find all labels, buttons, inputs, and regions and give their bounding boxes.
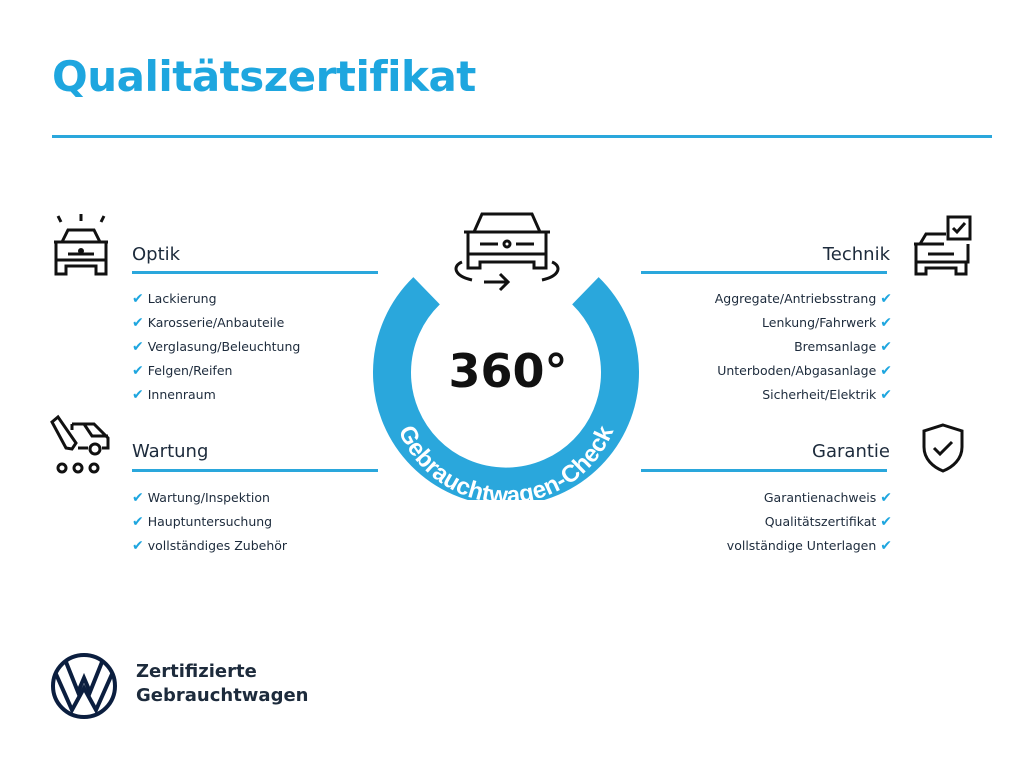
check-icon: ✔: [880, 363, 892, 379]
list-item: Bremsanlage ✔: [794, 339, 892, 355]
list-item: ✔ Innenraum: [132, 387, 216, 403]
check-icon: ✔: [132, 363, 144, 379]
section-title-technik: Technik: [822, 244, 890, 265]
technik-list: Aggregate/Antriebsstrang ✔ Lenkung/Fahrw…: [715, 287, 892, 407]
car-checklist-icon: [914, 215, 972, 276]
check-icon: ✔: [880, 315, 892, 331]
vw-logo: [51, 653, 117, 719]
check-icon: ✔: [132, 339, 144, 355]
brand-text: Zertifizierte Gebrauchtwagen: [136, 661, 309, 706]
ring-arc: [373, 277, 639, 500]
section-divider: [641, 271, 887, 274]
list-item: Lenkung/Fahrwerk ✔: [762, 315, 892, 331]
check-icon: ✔: [880, 339, 892, 355]
section-divider: [132, 271, 378, 274]
garantie-list: Garantienachweis ✔ Qualitätszertifikat ✔…: [727, 486, 892, 558]
page-title: Qualitätszertifikat: [52, 52, 476, 101]
360-check-badge: Gebrauchtwagen-Check 360°: [373, 212, 639, 500]
section-divider: [641, 469, 887, 472]
list-item: ✔ Hauptuntersuchung: [132, 514, 273, 530]
section-title-garantie: Garantie: [812, 441, 890, 462]
title-divider: [52, 135, 992, 138]
section-divider: [132, 469, 378, 472]
list-item: Qualitätszertifikat ✔: [764, 514, 892, 530]
list-item: Aggregate/Antriebsstrang ✔: [714, 291, 892, 307]
check-icon: ✔: [132, 490, 144, 506]
check-icon: ✔: [132, 514, 144, 530]
check-icon: ✔: [880, 490, 892, 506]
list-item: ✔ Karosserie/Anbauteile: [132, 315, 285, 331]
check-icon: ✔: [132, 315, 144, 331]
list-item: ✔ Wartung/Inspektion: [132, 490, 270, 506]
list-item: Sicherheit/Elektrik ✔: [762, 387, 892, 403]
check-icon: ✔: [132, 538, 144, 554]
360-label: 360°: [448, 344, 567, 398]
list-item: ✔ Lackierung: [132, 291, 217, 307]
list-item: Unterboden/Abgasanlage ✔: [717, 363, 892, 379]
car-rotate-icon: [454, 212, 560, 292]
check-icon: ✔: [880, 514, 892, 530]
section-title-optik: Optik: [132, 244, 181, 265]
list-item: ✔ Felgen/Reifen: [132, 363, 233, 379]
check-icon: ✔: [880, 291, 892, 307]
list-item: ✔ vollständiges Zubehör: [132, 538, 288, 554]
shield-check-icon: [922, 423, 964, 473]
optik-list: ✔ Lackierung ✔ Karosserie/Anbauteile ✔ V…: [132, 287, 300, 407]
check-icon: ✔: [880, 387, 892, 403]
section-title-wartung: Wartung: [132, 441, 209, 462]
list-item: Garantienachweis ✔: [763, 490, 892, 506]
list-item: vollständige Unterlagen ✔: [726, 538, 892, 554]
car-lights-icon: [54, 214, 108, 276]
service-truck-icon: [50, 414, 110, 474]
check-icon: ✔: [132, 291, 144, 307]
wartung-list: ✔ Wartung/Inspektion ✔ Hauptuntersuchung…: [132, 486, 287, 558]
check-icon: ✔: [132, 387, 144, 403]
check-icon: ✔: [880, 538, 892, 554]
list-item: ✔ Verglasung/Beleuchtung: [132, 339, 301, 355]
